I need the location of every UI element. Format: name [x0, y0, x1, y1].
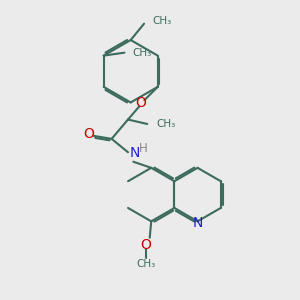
- Text: N: N: [192, 216, 203, 230]
- Text: CH₃: CH₃: [152, 16, 172, 26]
- Text: CH₃: CH₃: [157, 119, 176, 129]
- Text: CH₃: CH₃: [133, 48, 152, 58]
- Text: O: O: [83, 128, 94, 141]
- Text: O: O: [141, 238, 152, 252]
- Text: N: N: [130, 146, 140, 160]
- Text: CH₃: CH₃: [136, 260, 156, 269]
- Text: O: O: [135, 96, 146, 110]
- Text: H: H: [139, 142, 148, 155]
